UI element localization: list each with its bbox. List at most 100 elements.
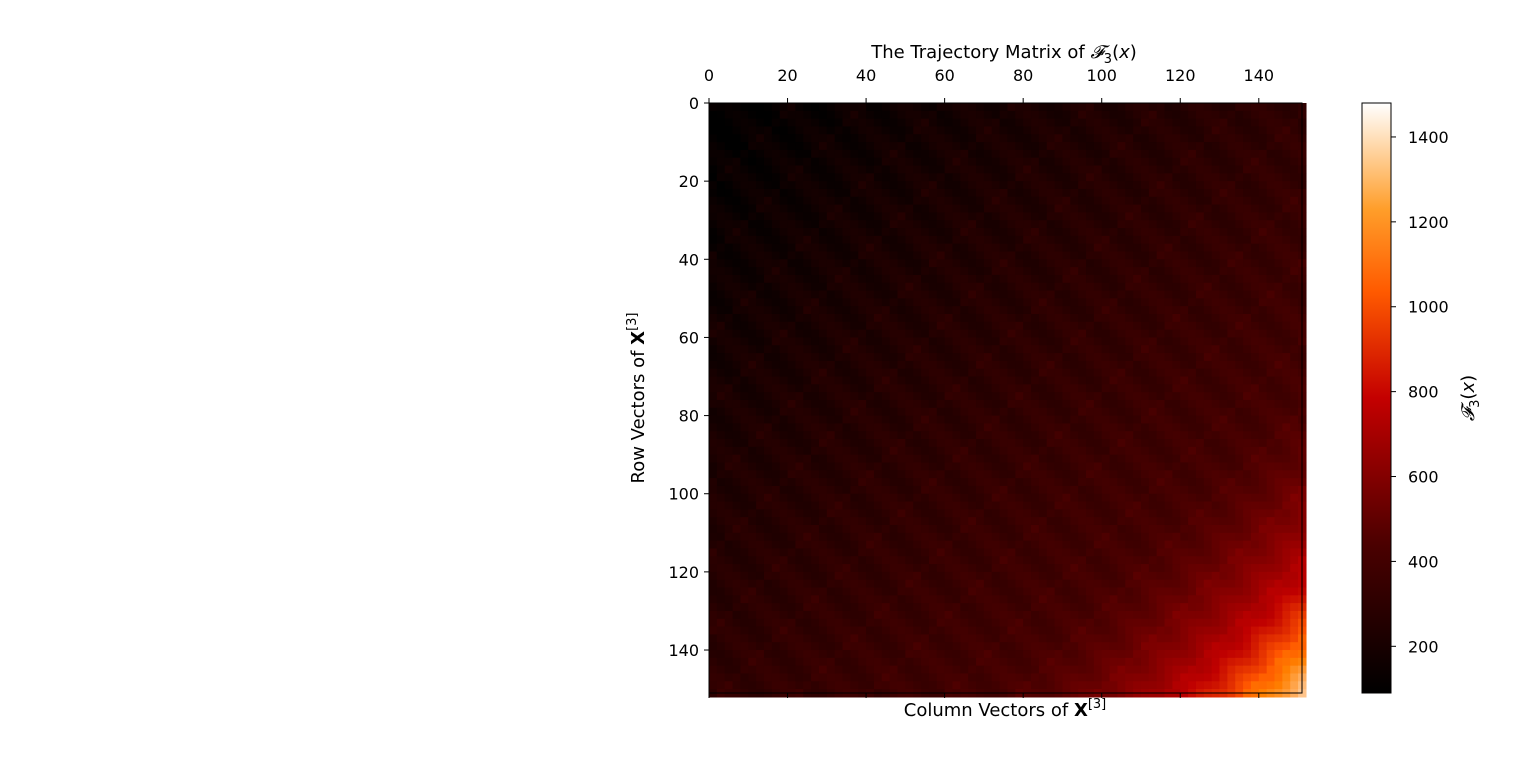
heatmap-cell	[1203, 204, 1213, 213]
heatmap-cell	[716, 274, 726, 284]
heatmap-cell	[1109, 134, 1119, 143]
heatmap-cell	[740, 493, 749, 503]
heatmap-cell	[1054, 540, 1064, 550]
heatmap-cell	[928, 462, 938, 471]
heatmap-cell	[1156, 235, 1166, 245]
heatmap-cell	[913, 118, 922, 128]
heatmap-cell	[1243, 220, 1252, 229]
heatmap-cell	[1015, 259, 1024, 268]
heatmap-cell	[1211, 282, 1221, 292]
heatmap-cell	[842, 470, 851, 479]
heatmap-cell	[1015, 196, 1024, 206]
heatmap-cell	[1156, 110, 1166, 120]
heatmap-cell	[1180, 462, 1189, 471]
heatmap-cell	[716, 220, 726, 229]
heatmap-cell	[795, 407, 804, 417]
heatmap-cell	[709, 493, 718, 503]
heatmap-cell	[1156, 501, 1166, 510]
heatmap-cell	[1156, 165, 1166, 174]
heatmap-cell	[976, 399, 985, 409]
heatmap-cell	[1054, 360, 1064, 370]
heatmap-cell	[936, 485, 946, 495]
heatmap-cell	[1180, 329, 1189, 339]
heatmap-cell	[803, 532, 812, 542]
heatmap-cell	[1078, 423, 1087, 432]
heatmap-cell	[1062, 564, 1071, 573]
heatmap-cell	[803, 267, 812, 276]
heatmap-cell	[866, 345, 875, 354]
heatmap-cell	[1007, 212, 1016, 221]
heatmap-cell	[709, 392, 718, 401]
heatmap-cell	[1031, 532, 1040, 542]
heatmap-cell	[866, 470, 875, 479]
heatmap-cell	[1250, 470, 1260, 479]
heatmap-cell	[1195, 173, 1205, 182]
heatmap-cell	[1038, 587, 1048, 596]
heatmap-cell	[771, 368, 781, 378]
heatmap-cell	[1038, 540, 1048, 550]
heatmap-cell	[1156, 548, 1166, 557]
heatmap-cell	[1133, 228, 1142, 237]
heatmap-cell	[795, 228, 804, 237]
heatmap-cell	[983, 556, 993, 565]
heatmap-cell	[803, 431, 812, 440]
heatmap-cell	[944, 149, 954, 159]
heatmap-cell	[1156, 524, 1166, 534]
heatmap-cell	[1109, 415, 1119, 424]
heatmap-cell	[1101, 524, 1111, 534]
heatmap-cell	[1062, 259, 1071, 268]
heatmap-cell	[991, 384, 1001, 393]
heatmap-cell	[1219, 384, 1228, 393]
heatmap-cell	[826, 103, 836, 112]
heatmap-cell	[1156, 564, 1166, 573]
heatmap-cell	[795, 532, 804, 542]
heatmap-cell	[1266, 431, 1276, 440]
heatmap-cell	[1007, 501, 1016, 510]
heatmap-cell	[850, 423, 859, 432]
heatmap-cell	[921, 462, 930, 471]
heatmap-cell	[763, 243, 773, 253]
heatmap-cell	[983, 587, 993, 596]
heatmap-cell	[716, 564, 726, 573]
heatmap-cell	[1290, 470, 1299, 479]
heatmap-cell	[1219, 118, 1228, 128]
heatmap-cell	[913, 579, 922, 589]
heatmap-cell	[1109, 196, 1119, 206]
heatmap-cell	[1258, 579, 1268, 589]
heatmap-cell	[1031, 204, 1040, 213]
heatmap-cell	[1243, 259, 1252, 268]
heatmap-cell	[1101, 337, 1111, 346]
heatmap-cell	[889, 212, 899, 221]
heatmap-cell	[1219, 165, 1228, 174]
heatmap-cell	[1109, 306, 1119, 315]
heatmap-cell	[1203, 603, 1213, 612]
heatmap-cell	[905, 532, 914, 542]
heatmap-cell	[1148, 274, 1158, 284]
heatmap-cell	[1266, 532, 1276, 542]
heatmap-cell	[1015, 548, 1024, 557]
heatmap-cell	[960, 368, 969, 378]
heatmap-cell	[842, 485, 851, 495]
heatmap-cell	[976, 501, 985, 510]
heatmap-cell	[991, 313, 1001, 323]
heatmap-cell	[936, 478, 946, 487]
heatmap-cell	[999, 415, 1009, 424]
heatmap-cell	[1164, 478, 1173, 487]
heatmap-cell	[1038, 509, 1048, 518]
heatmap-cell	[873, 188, 883, 198]
heatmap-cell	[881, 306, 891, 315]
heatmap-cell	[1148, 110, 1158, 120]
heatmap-cell	[1258, 306, 1268, 315]
heatmap-cell	[952, 173, 961, 182]
heatmap-cell	[748, 142, 757, 151]
heatmap-cell	[976, 595, 985, 604]
heatmap-cell	[952, 587, 961, 596]
heatmap-cell	[1023, 540, 1032, 550]
heatmap-cell	[1054, 149, 1064, 159]
heatmap-cell	[1227, 439, 1236, 448]
heatmap-cell	[1188, 368, 1197, 378]
heatmap-cell	[1070, 524, 1079, 534]
heatmap-cell	[1109, 235, 1119, 245]
heatmap-cell	[1007, 603, 1016, 612]
heatmap-cell	[1101, 532, 1111, 542]
